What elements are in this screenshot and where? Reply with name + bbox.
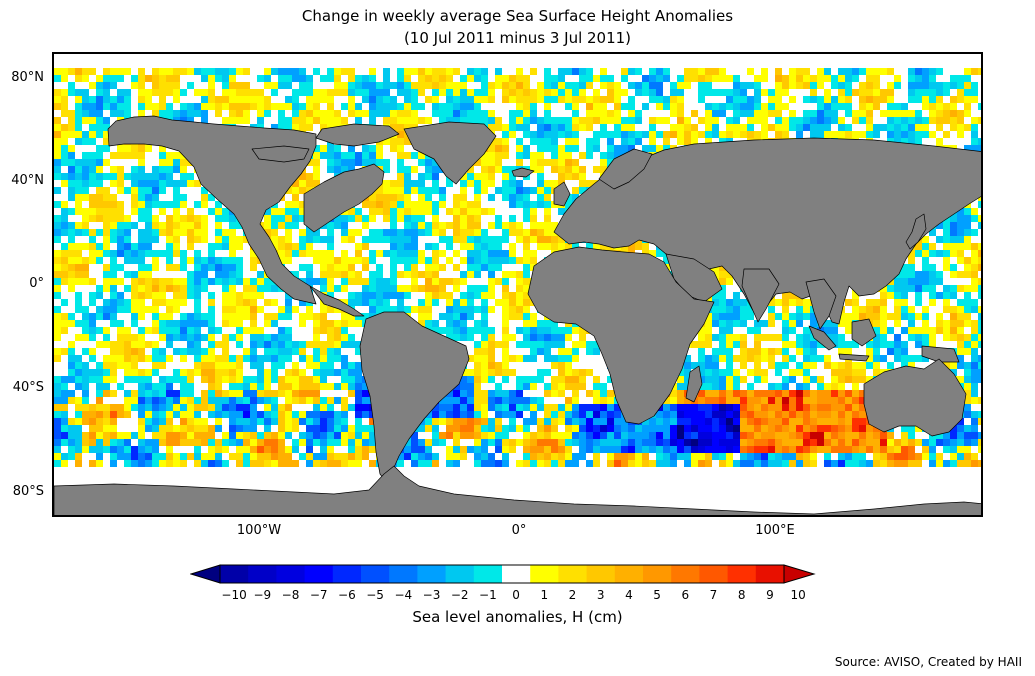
lat-label-40s: 40°S	[12, 380, 44, 395]
africa	[527, 246, 715, 425]
colorbar-cell	[586, 565, 616, 583]
colorbar-cells	[190, 564, 816, 584]
australia	[863, 358, 967, 437]
colorbar-tick-label: −1	[479, 588, 497, 602]
british-isles	[553, 181, 571, 207]
colorbar-extend-low	[190, 564, 221, 584]
colorbar-cell	[671, 565, 700, 583]
colorbar-tick-label: −3	[422, 588, 441, 602]
iceland	[511, 167, 535, 178]
arctic-islands	[315, 123, 400, 147]
colorbar-tick-label: 3	[596, 588, 605, 602]
colorbar-label: Sea level anomalies, H (cm)	[412, 608, 623, 626]
new-guinea	[921, 345, 960, 363]
colorbar-tick-label: 10	[790, 588, 806, 602]
lat-label-80n: 80°N	[11, 70, 44, 85]
colorbar-cell	[361, 565, 390, 583]
colorbar-tick-label: 0	[512, 588, 520, 602]
antarctica	[54, 465, 981, 515]
colorbar-tick-label: −8	[281, 588, 300, 602]
colorbar-tick-label: 5	[653, 588, 661, 602]
scandinavia	[598, 148, 653, 190]
colorbar-cell	[727, 565, 757, 583]
colorbar-cell	[558, 565, 588, 583]
colorbar-cell	[530, 565, 559, 583]
colorbar-tick-label: −4	[394, 588, 413, 602]
colorbar-tick-label: −5	[366, 588, 384, 602]
south-america	[359, 311, 470, 483]
colorbar-tick-label: 7	[709, 588, 718, 602]
map-title: Change in weekly average Sea Surface Hei…	[301, 7, 734, 25]
lon-label-100e: 100°E	[755, 523, 795, 538]
india	[741, 268, 780, 323]
colorbar-tick-label: −9	[253, 588, 272, 602]
colorbar-cell	[502, 565, 531, 583]
colorbar-cell	[276, 565, 306, 583]
colorbar-tick-label: −2	[450, 588, 469, 602]
indochina	[805, 278, 837, 330]
north-america-east	[303, 163, 385, 233]
java	[838, 353, 870, 362]
colorbar-tick-label: 2	[568, 588, 577, 602]
colorbar-tick-label: 4	[625, 588, 633, 602]
borneo	[851, 318, 877, 347]
colorbar-tick-label: 9	[766, 588, 774, 602]
colorbar-cell	[473, 565, 503, 583]
central-america	[309, 285, 365, 317]
colorbar-cell	[389, 565, 418, 583]
colorbar-tick-label: 1	[540, 588, 549, 602]
colorbar	[190, 564, 816, 584]
colorbar-tick-label: −10	[221, 588, 247, 602]
map-subtitle: (10 Jul 2011 minus 3 Jul 2011)	[403, 29, 632, 47]
arctic-islands-2	[251, 145, 310, 163]
map-panel	[52, 52, 983, 517]
japan	[905, 213, 927, 250]
madagascar	[685, 365, 703, 403]
colorbar-tick-label: −7	[309, 588, 328, 602]
sumatra	[808, 325, 837, 351]
colorbar-cell	[332, 565, 362, 583]
colorbar-tick-label: −6	[338, 588, 356, 602]
map-canvas	[54, 68, 981, 515]
colorbar-cell	[220, 565, 249, 583]
colorbar-tick-label: 6	[681, 588, 690, 602]
colorbar-cell	[248, 565, 277, 583]
lat-label-40n: 40°N	[11, 173, 44, 188]
arabia	[665, 253, 723, 303]
colorbar-extend-high	[783, 564, 816, 584]
land-masses	[54, 115, 981, 515]
colorbar-cell	[643, 565, 672, 583]
lon-label-prime-meridian: 0°	[511, 523, 527, 538]
lat-label-equator: 0°	[29, 276, 44, 291]
colorbar-cell	[417, 565, 447, 583]
colorbar-outline	[219, 564, 785, 584]
lat-label-80s: 80°S	[12, 484, 44, 499]
greenland	[403, 121, 497, 185]
colorbar-cell	[445, 565, 475, 583]
north-america	[107, 115, 317, 305]
colorbar-cell	[304, 565, 334, 583]
lon-label-100w: 100°W	[236, 523, 282, 538]
colorbar-cell	[755, 565, 785, 583]
source-credit: Source: AVISO, Created by HAII	[834, 655, 1022, 669]
colorbar-cell	[614, 565, 644, 583]
colorbar-cell	[699, 565, 729, 583]
colorbar-tick-label: 8	[737, 588, 746, 602]
